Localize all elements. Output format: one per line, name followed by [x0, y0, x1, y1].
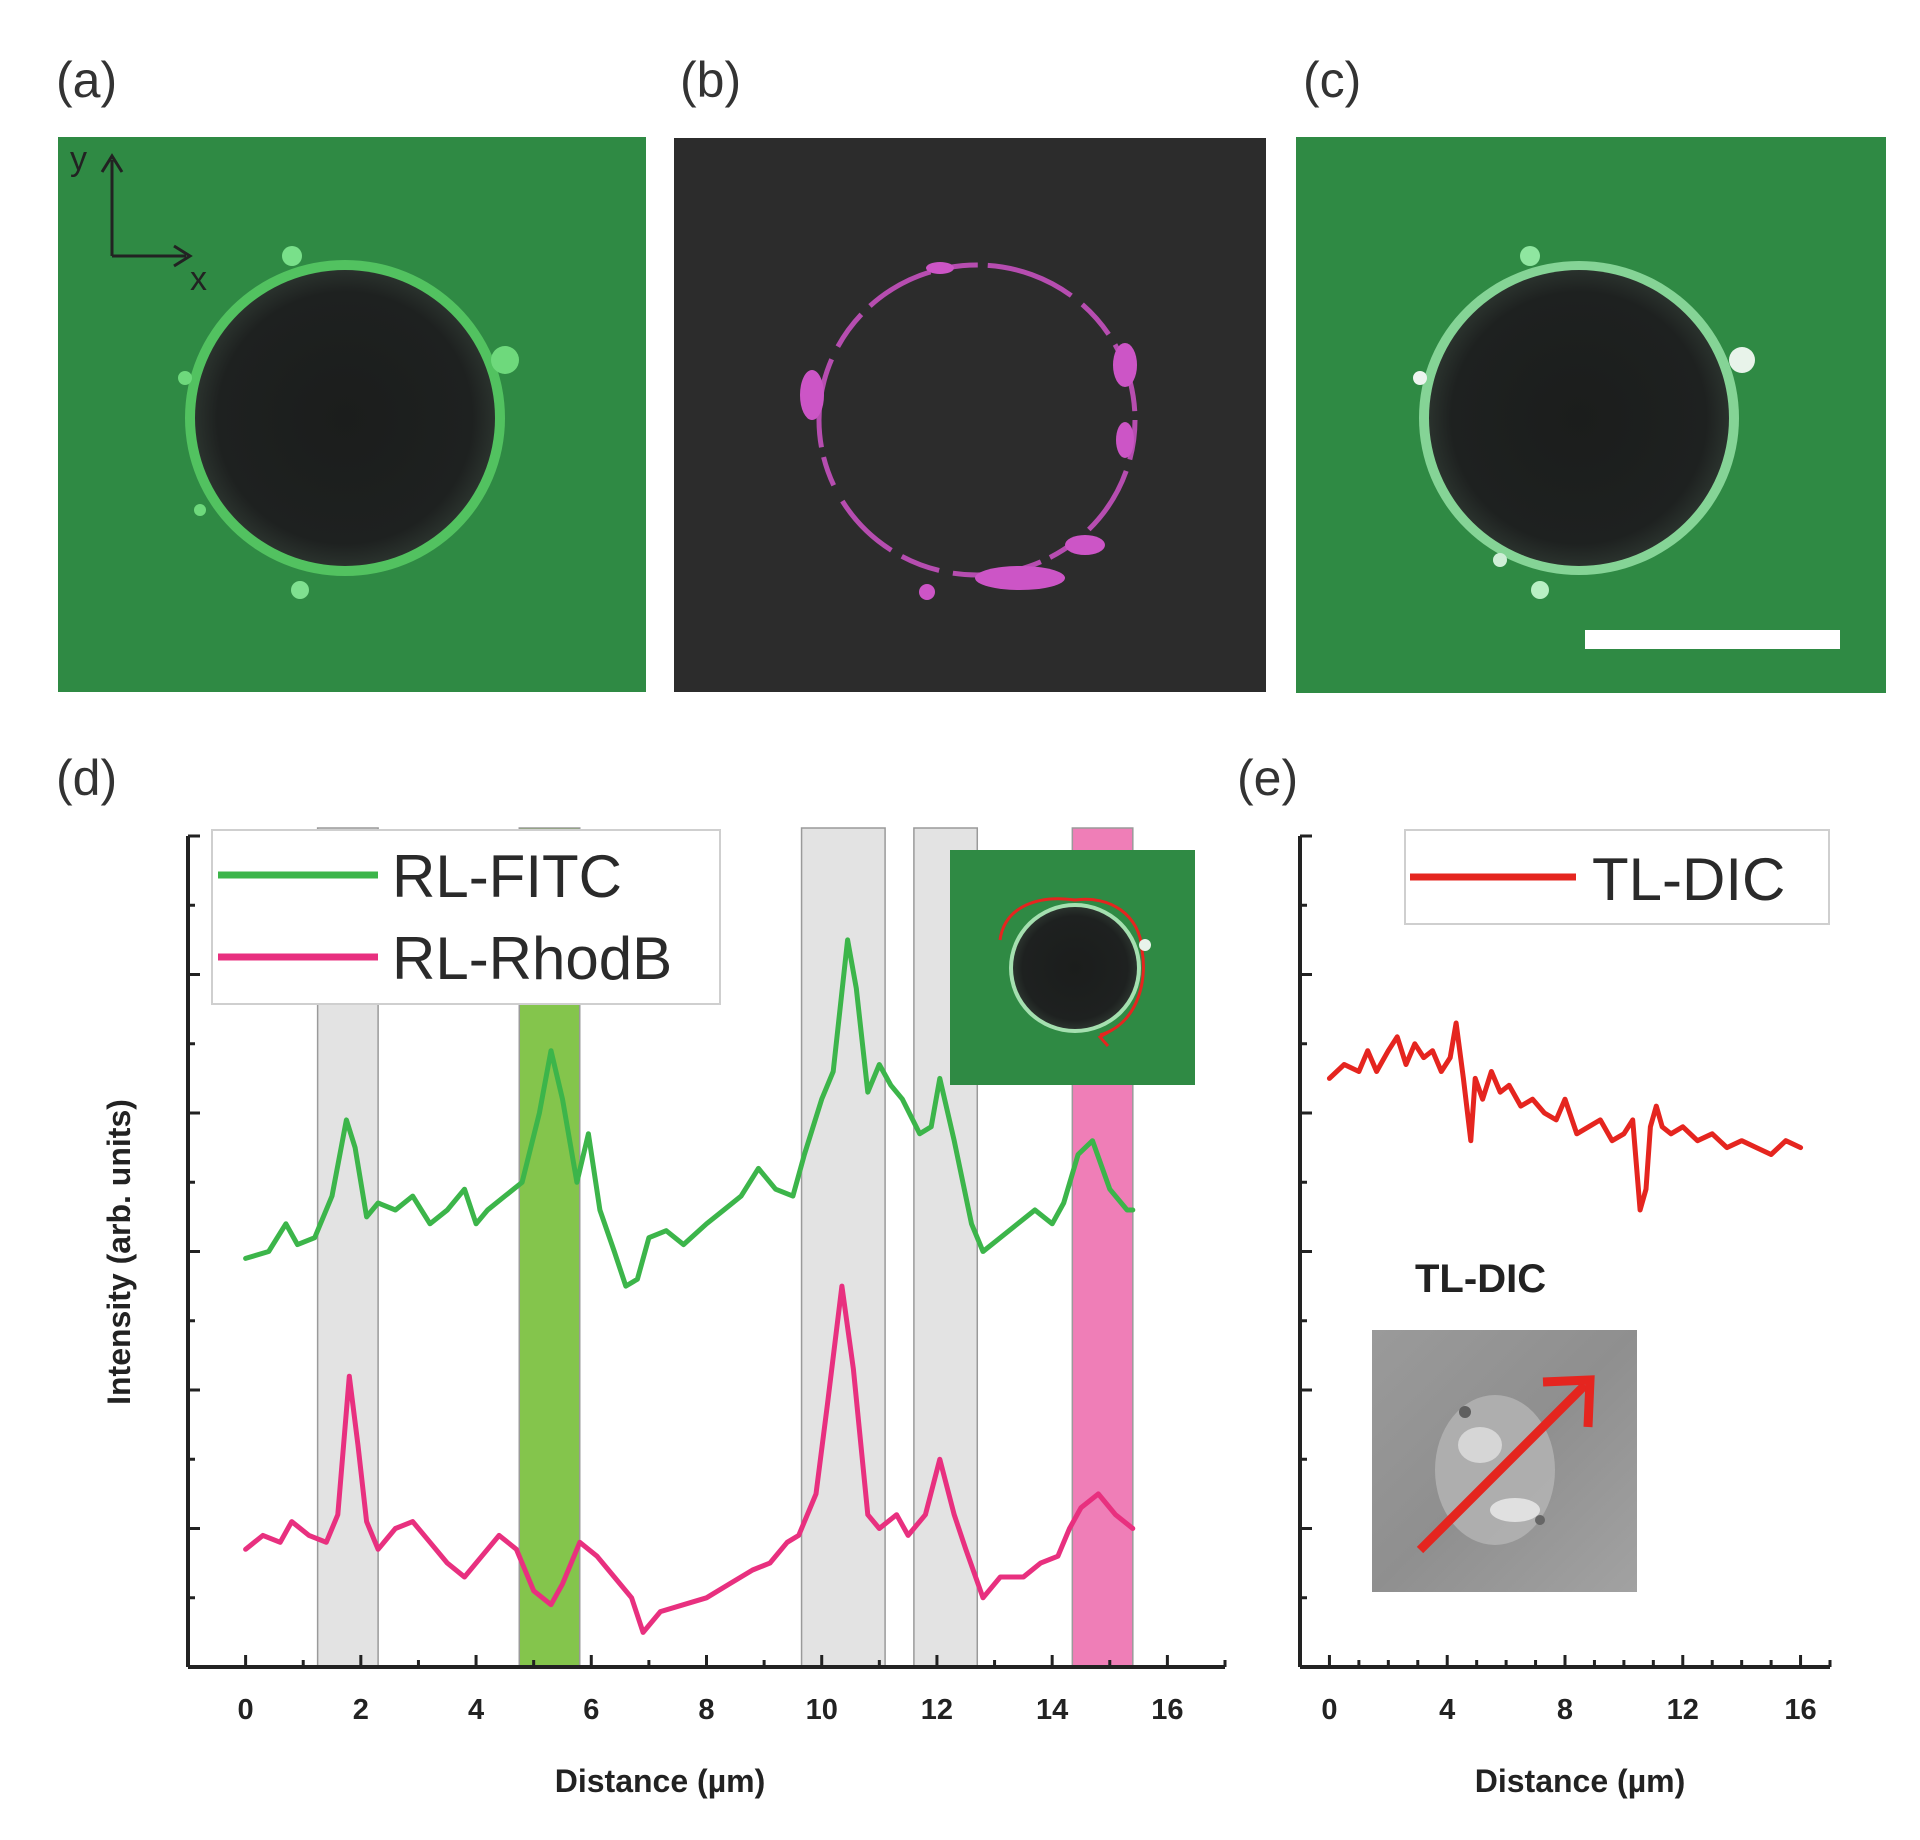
micrograph-c: [1296, 137, 1886, 693]
x-tick-label: 4: [468, 1694, 484, 1726]
panel-label-e: (e): [1237, 750, 1298, 806]
x-tick-label: 12: [1667, 1694, 1699, 1726]
legend-label-fitc: RL-FITC: [392, 843, 622, 910]
chart-d-tick-labels: 0 2 4 6 8 10 12 14 16: [238, 1694, 1184, 1726]
panel-label-b: (b): [680, 52, 741, 108]
chart-d-series: [243, 937, 1136, 1635]
x-tick-label: 12: [921, 1694, 953, 1726]
x-tick-label: 16: [1784, 1694, 1816, 1726]
micrograph-b-background: [674, 138, 1266, 692]
axis-y-label: y: [70, 140, 87, 178]
inset-trace-path: [998, 897, 1145, 1037]
chart-e: 0 4 8 12 16 Distance (µm) TL-DIC TL-DIC: [1298, 829, 1832, 1799]
chart-e-series: [1326, 1020, 1804, 1213]
series-line-rl-rhodb: [243, 1283, 1136, 1635]
cell-body: [195, 270, 495, 566]
chart-e-ticks: [1298, 834, 1832, 1669]
chart-d-ticks: [186, 834, 1227, 1669]
y-axis-title: Intensity (arb. units): [101, 1099, 137, 1405]
inset-dic: TL-DIC: [1372, 1257, 1637, 1592]
axis-x-label: x: [190, 260, 207, 298]
chart-e-tick-labels: 0 4 8 12 16: [1321, 1694, 1816, 1726]
micrograph-a: y x: [58, 137, 646, 692]
legend-box: [211, 829, 721, 1005]
x-tick-label: 0: [238, 1694, 254, 1726]
panel-label-a: (a): [56, 52, 117, 108]
dic-arrowhead: [1542, 1375, 1595, 1428]
x-tick-label: 14: [1036, 1694, 1068, 1726]
x-axis-title: Distance (µm): [555, 1763, 765, 1799]
scale-bar: [1585, 630, 1840, 649]
x-axis-title: Distance (µm): [1475, 1763, 1685, 1799]
legend-d: RL-FITC RL-RhodB: [211, 829, 721, 1005]
micrograph-b: [674, 138, 1266, 692]
series-line-rl-fitc: [243, 937, 1136, 1289]
legend-label-dic: TL-DIC: [1592, 846, 1785, 913]
x-tick-label: 10: [806, 1694, 838, 1726]
series-line-tl-dic: [1326, 1020, 1804, 1213]
inset-micrograph-d: [950, 850, 1195, 1085]
x-tick-label: 6: [583, 1694, 599, 1726]
legend-e: TL-DIC: [1404, 829, 1830, 925]
highlight-band-3: [800, 827, 886, 1668]
legend-label-rhodb: RL-RhodB: [392, 925, 672, 992]
x-tick-label: 16: [1151, 1694, 1183, 1726]
panel-label-c: (c): [1303, 52, 1361, 108]
x-tick-label: 8: [698, 1694, 714, 1726]
dic-line-arrow: [1416, 1381, 1589, 1554]
chart-d: 0 2 4 6 8 10 12 14 16 Intensity (arb. units) Dis…: [101, 827, 1227, 1799]
panel-label-d: (d): [56, 750, 117, 806]
cell-body: [1429, 270, 1729, 566]
x-tick-label: 8: [1557, 1694, 1573, 1726]
x-tick-label: 4: [1439, 1694, 1455, 1726]
axis-arrows: y x: [70, 140, 207, 298]
inset-trace-arrow: [1097, 1028, 1113, 1047]
x-tick-label: 0: [1321, 1694, 1337, 1726]
inset-title: TL-DIC: [1415, 1257, 1546, 1301]
x-tick-label: 2: [353, 1694, 369, 1726]
